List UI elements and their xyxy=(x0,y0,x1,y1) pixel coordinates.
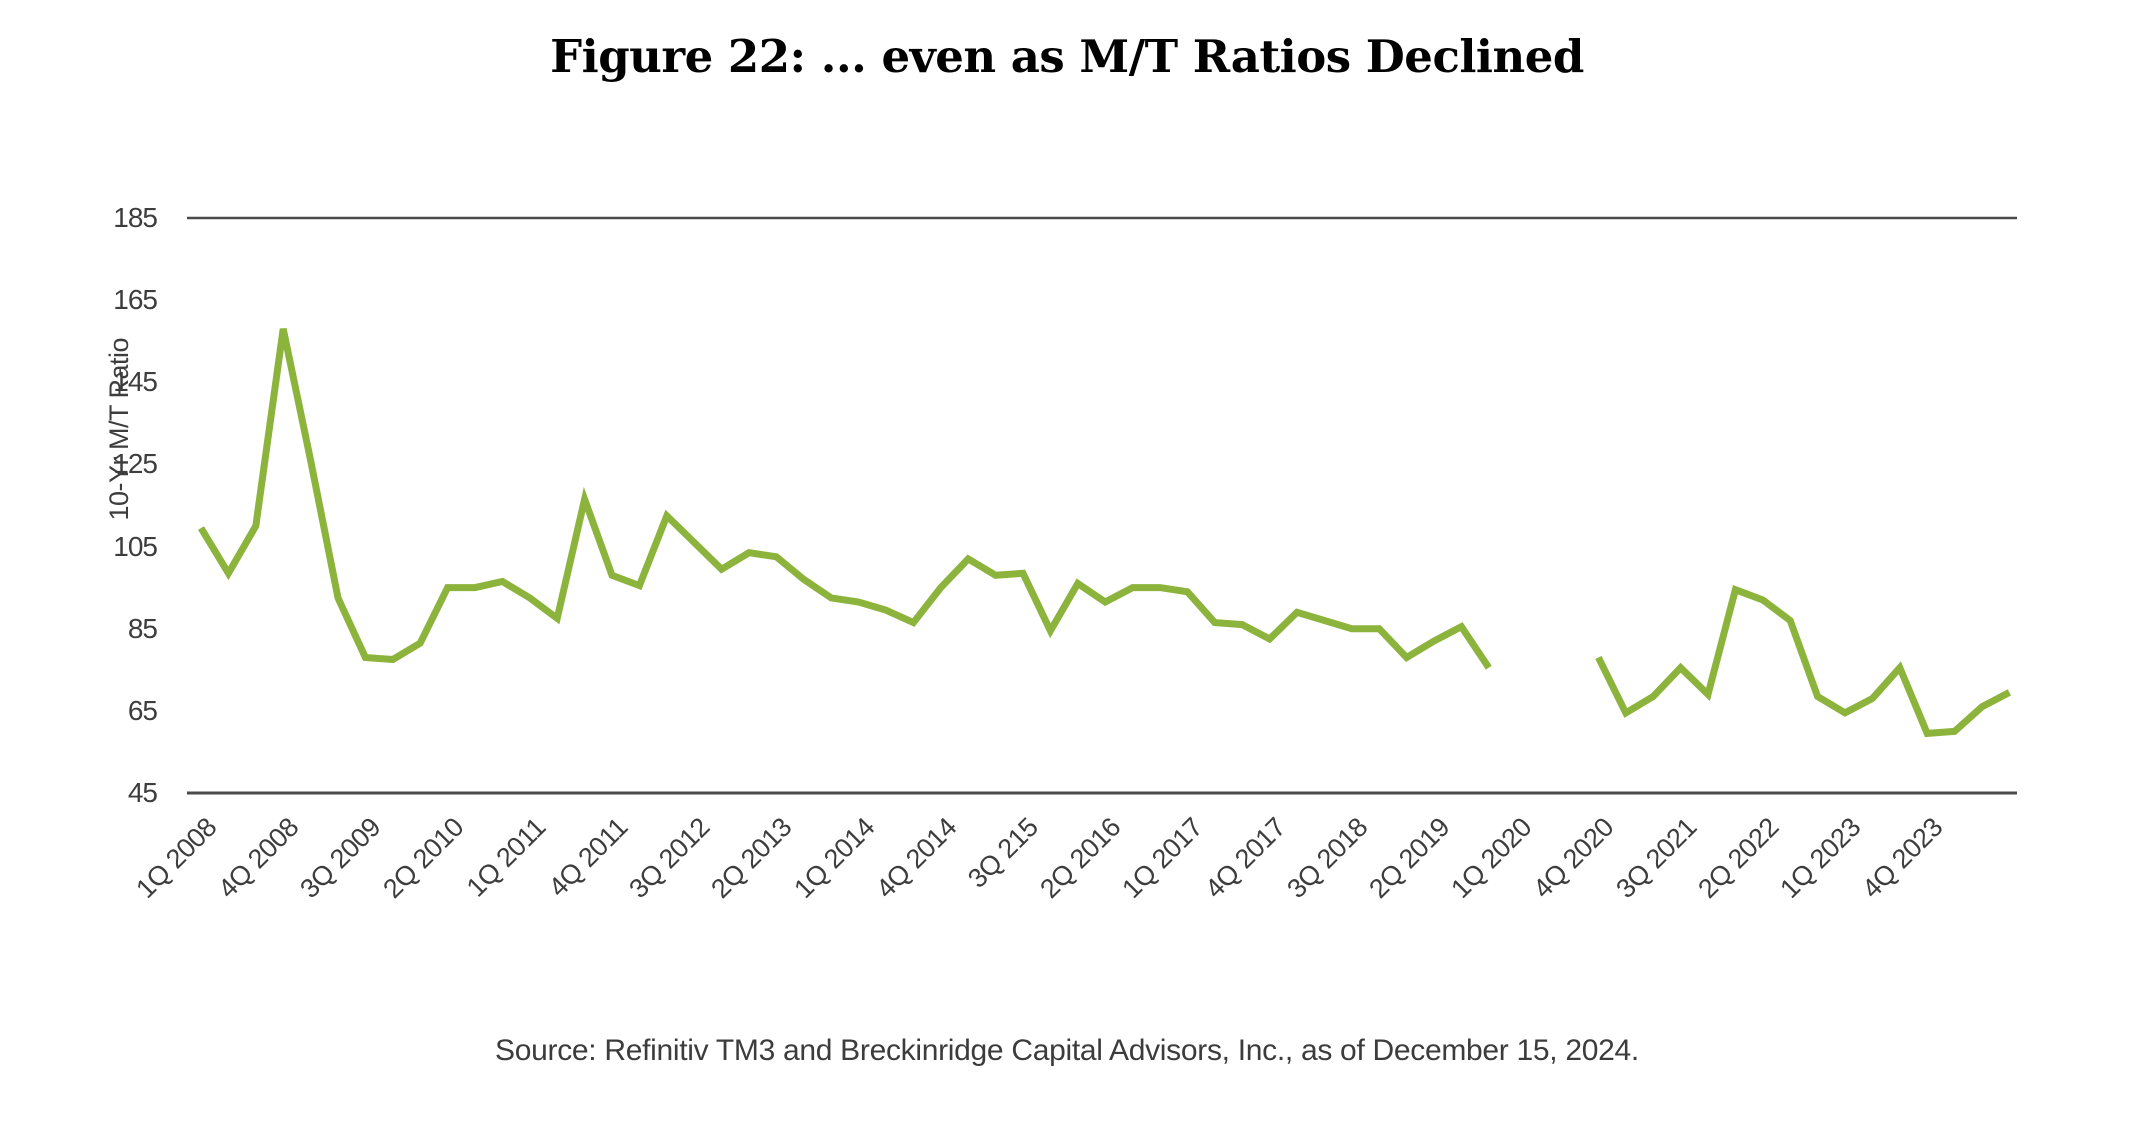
ratio-line-series xyxy=(1595,585,2012,738)
y-tick-label: 185 xyxy=(113,202,158,233)
source-attribution: Source: Refinitiv TM3 and Breckinridge C… xyxy=(495,1034,1639,1067)
y-tick-label: 45 xyxy=(127,777,158,808)
y-tick-label: 65 xyxy=(127,694,158,726)
y-tick-label: 145 xyxy=(113,366,158,398)
y-tick-label: 85 xyxy=(127,612,158,644)
chart-title: Figure 22: ... even as M/T Ratios Declin… xyxy=(550,30,1584,83)
ratio-line-series xyxy=(198,328,1492,670)
y-tick-label: 165 xyxy=(113,284,158,316)
y-tick-label: 105 xyxy=(113,530,158,562)
y-tick-label: 125 xyxy=(113,448,158,480)
